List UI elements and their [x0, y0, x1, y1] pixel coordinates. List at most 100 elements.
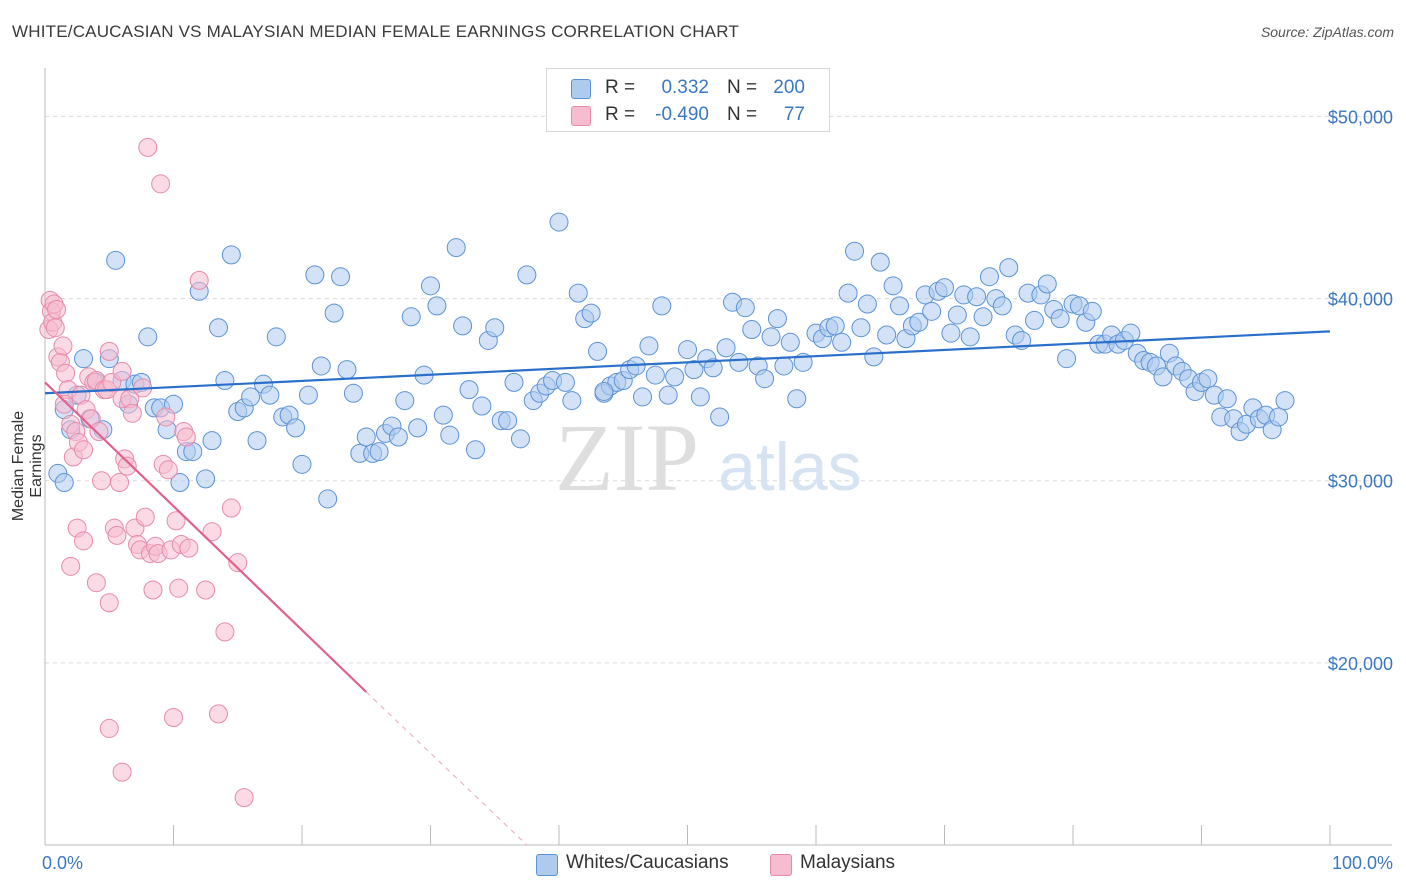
legend-row-malaysians: R = -0.490 N = 77	[547, 102, 829, 128]
data-point	[356, 427, 376, 447]
series-malaysians-points	[39, 137, 254, 808]
data-point	[107, 525, 127, 545]
data-point	[89, 422, 109, 442]
data-point	[735, 298, 755, 318]
data-point	[305, 265, 325, 285]
data-point	[388, 427, 408, 447]
data-point	[156, 407, 176, 427]
data-point	[99, 593, 119, 613]
data-point	[446, 238, 466, 258]
data-point	[652, 296, 672, 316]
data-point	[343, 383, 363, 403]
data-point	[883, 276, 903, 296]
data-point	[665, 367, 685, 387]
data-point	[202, 431, 222, 451]
data-point	[761, 327, 781, 347]
data-point	[851, 318, 871, 338]
data-point	[247, 431, 267, 451]
data-point	[53, 336, 73, 356]
data-point	[433, 405, 453, 425]
data-point	[241, 387, 261, 407]
data-point	[1050, 309, 1070, 329]
data-point	[215, 622, 235, 642]
y-tick-label: $50,000	[1328, 107, 1393, 127]
data-point	[780, 332, 800, 352]
data-point	[221, 498, 241, 518]
data-point	[774, 356, 794, 376]
data-point	[208, 318, 228, 338]
data-point	[92, 471, 112, 491]
data-point	[286, 418, 306, 438]
data-point	[106, 250, 126, 270]
data-point	[228, 553, 248, 573]
data-point	[845, 241, 865, 261]
data-point	[710, 407, 730, 427]
data-point	[74, 349, 94, 369]
data-point	[298, 385, 318, 405]
trend-lines	[44, 330, 1331, 846]
data-point	[166, 511, 186, 531]
tick-labels: $20,000 $30,000 $40,000 $50,000 0.0% 100.0%	[42, 107, 1393, 873]
data-point	[909, 312, 929, 332]
data-point	[465, 440, 485, 460]
data-point	[395, 391, 415, 411]
data-point	[74, 531, 94, 551]
data-point	[729, 352, 749, 372]
data-point	[555, 372, 575, 392]
data-point	[324, 303, 344, 323]
data-point	[864, 347, 884, 367]
data-point	[179, 538, 199, 558]
data-point	[1269, 407, 1289, 427]
data-point	[1082, 301, 1102, 321]
data-point	[755, 369, 775, 389]
bottom-legend-swatch-malaysians	[770, 854, 792, 876]
data-point	[922, 301, 942, 321]
data-point	[1121, 323, 1141, 343]
data-point	[935, 278, 954, 298]
data-point	[767, 309, 787, 329]
data-point	[498, 411, 518, 431]
data-point	[164, 708, 183, 727]
data-point	[169, 578, 189, 598]
legend-r-label: R =	[605, 104, 636, 125]
data-point	[311, 356, 331, 376]
legend-n-label: N =	[727, 77, 758, 98]
watermark: ZIP atlas	[555, 404, 862, 511]
data-point	[138, 327, 158, 347]
data-point	[1037, 274, 1057, 294]
data-point	[1057, 349, 1077, 369]
data-point	[110, 473, 130, 493]
legend-n-label: N =	[727, 104, 758, 125]
data-point	[832, 332, 852, 352]
data-point	[215, 371, 235, 391]
data-point	[266, 327, 286, 347]
x-tick-label: 0.0%	[42, 853, 83, 873]
data-point	[337, 360, 357, 380]
data-point	[504, 372, 524, 392]
data-point	[135, 507, 155, 527]
data-point	[158, 460, 178, 480]
data-point	[562, 391, 582, 411]
y-tick-label: $40,000	[1328, 290, 1393, 310]
data-point	[581, 303, 601, 323]
data-point	[992, 296, 1012, 316]
data-point	[47, 300, 67, 319]
bottom-legend-label-whites: Whites/Caucasians	[566, 852, 729, 873]
legend-swatch-malaysians	[571, 106, 591, 126]
data-point	[143, 580, 163, 600]
data-point	[401, 307, 421, 327]
data-point	[318, 489, 338, 509]
data-point	[485, 318, 505, 338]
data-point	[517, 265, 537, 285]
trend-line-malaysians	[44, 381, 368, 693]
data-point	[967, 287, 987, 307]
watermark-zip: ZIP	[555, 404, 699, 511]
data-point	[890, 296, 910, 316]
legend-r-value: 0.332	[661, 77, 709, 98]
data-point	[684, 360, 704, 380]
y-axis-label: Median Female Earnings	[10, 410, 45, 522]
data-point	[941, 323, 961, 343]
data-point	[459, 380, 479, 400]
grid-lines	[45, 115, 1392, 664]
